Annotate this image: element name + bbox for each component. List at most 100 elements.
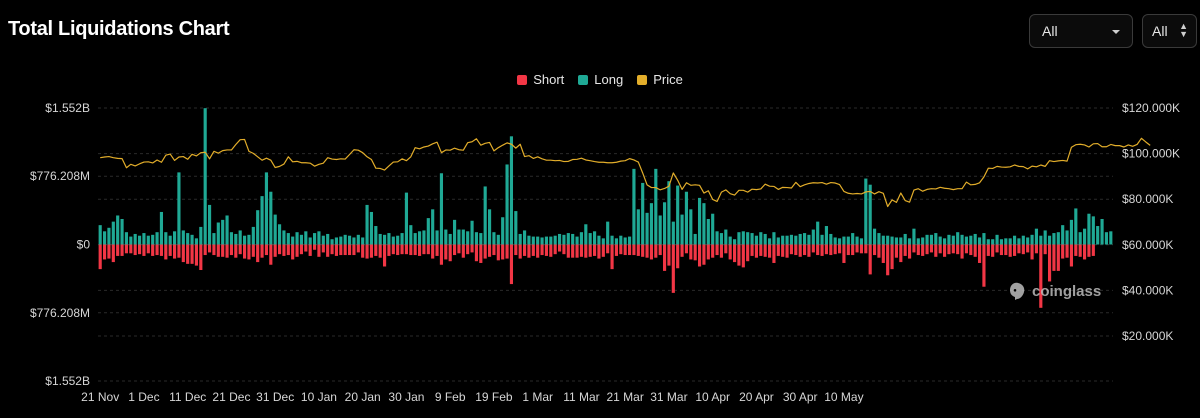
long-bar[interactable] [269, 191, 273, 245]
short-bar[interactable] [811, 244, 815, 253]
short-bar[interactable] [794, 244, 798, 256]
long-bar[interactable] [496, 234, 500, 245]
long-bar[interactable] [627, 236, 632, 245]
long-bar[interactable] [938, 236, 942, 245]
long-bar[interactable] [1004, 238, 1008, 245]
long-bar[interactable] [588, 233, 592, 245]
long-bar[interactable] [111, 221, 115, 245]
long-bar[interactable] [571, 233, 575, 245]
long-bar[interactable] [382, 234, 387, 245]
short-bar[interactable] [619, 244, 623, 255]
long-bar[interactable] [1047, 235, 1052, 245]
long-bar[interactable] [1021, 235, 1025, 245]
long-bar[interactable] [273, 214, 277, 245]
short-bar[interactable] [256, 244, 260, 263]
short-bar[interactable] [466, 244, 470, 255]
long-bar[interactable] [986, 239, 990, 245]
long-bar[interactable] [807, 234, 811, 245]
short-bar[interactable] [584, 244, 588, 258]
short-bar[interactable] [837, 244, 842, 254]
long-bar[interactable] [999, 239, 1004, 245]
long-bar[interactable] [833, 237, 837, 245]
long-bar[interactable] [234, 233, 238, 245]
short-bar[interactable] [995, 244, 999, 253]
short-bar[interactable] [921, 244, 925, 256]
long-bar[interactable] [851, 233, 855, 245]
long-bar[interactable] [396, 235, 400, 245]
long-bar[interactable] [531, 236, 535, 245]
long-bar[interactable] [387, 233, 391, 245]
long-bar[interactable] [1096, 226, 1100, 245]
short-bar[interactable] [951, 244, 955, 254]
short-bar[interactable] [352, 244, 356, 256]
short-bar[interactable] [260, 244, 264, 258]
short-bar[interactable] [789, 244, 794, 255]
long-bar[interactable] [439, 173, 444, 245]
short-bar[interactable] [676, 244, 680, 269]
short-bar[interactable] [159, 244, 164, 256]
short-bar[interactable] [1039, 244, 1043, 308]
long-bar[interactable] [864, 178, 868, 245]
legend-item-price[interactable]: Price [637, 72, 683, 87]
short-bar[interactable] [1065, 244, 1069, 258]
short-bar[interactable] [536, 244, 540, 258]
short-bar[interactable] [767, 244, 772, 258]
short-bar[interactable] [1030, 244, 1034, 260]
short-bar[interactable] [347, 244, 352, 256]
long-bar[interactable] [374, 226, 378, 245]
long-bar[interactable] [146, 235, 150, 245]
short-bar[interactable] [221, 244, 225, 257]
short-bar[interactable] [549, 244, 553, 257]
long-bar[interactable] [724, 229, 728, 245]
short-bar[interactable] [1087, 244, 1091, 257]
short-bar[interactable] [820, 244, 824, 256]
short-bar[interactable] [452, 244, 457, 256]
short-bar[interactable] [579, 244, 584, 257]
short-bar[interactable] [645, 244, 649, 258]
long-bar[interactable] [501, 217, 505, 245]
short-bar[interactable] [597, 244, 601, 259]
short-bar[interactable] [102, 244, 107, 260]
legend-item-short[interactable]: Short [517, 72, 564, 87]
long-bar[interactable] [772, 232, 776, 245]
long-bar[interactable] [347, 235, 352, 245]
short-bar[interactable] [706, 244, 710, 260]
range-select[interactable]: All [1029, 14, 1133, 48]
short-bar[interactable] [601, 244, 605, 257]
long-bar[interactable] [597, 235, 601, 245]
long-bar[interactable] [855, 236, 859, 245]
long-bar[interactable] [759, 232, 763, 245]
long-bar[interactable] [1034, 228, 1039, 245]
short-bar[interactable] [899, 244, 903, 263]
short-bar[interactable] [282, 244, 286, 256]
long-bar[interactable] [120, 218, 124, 245]
long-bar[interactable] [820, 234, 824, 245]
short-bar[interactable] [474, 244, 479, 262]
short-bar[interactable] [719, 244, 724, 258]
long-bar[interactable] [557, 233, 562, 245]
short-bar[interactable] [566, 244, 570, 258]
short-bar[interactable] [728, 244, 732, 260]
short-bar[interactable] [798, 244, 802, 257]
short-bar[interactable] [225, 244, 229, 258]
long-bar[interactable] [868, 184, 872, 245]
long-bar[interactable] [299, 234, 304, 245]
long-bar[interactable] [689, 209, 693, 245]
long-bar[interactable] [877, 233, 881, 245]
long-bar[interactable] [291, 236, 295, 245]
short-bar[interactable] [518, 244, 522, 259]
long-bar[interactable] [361, 237, 365, 245]
short-bar[interactable] [312, 244, 317, 250]
long-bar[interactable] [251, 226, 255, 245]
long-bar[interactable] [956, 232, 960, 245]
short-bar[interactable] [137, 244, 142, 255]
long-bar[interactable] [903, 233, 907, 245]
short-bar[interactable] [387, 244, 391, 256]
long-bar[interactable] [741, 231, 745, 245]
short-bar[interactable] [1069, 244, 1074, 267]
long-bar[interactable] [816, 221, 820, 245]
short-bar[interactable] [636, 244, 640, 256]
short-bar[interactable] [1078, 244, 1082, 257]
long-bar[interactable] [711, 213, 715, 245]
short-bar[interactable] [671, 244, 675, 293]
